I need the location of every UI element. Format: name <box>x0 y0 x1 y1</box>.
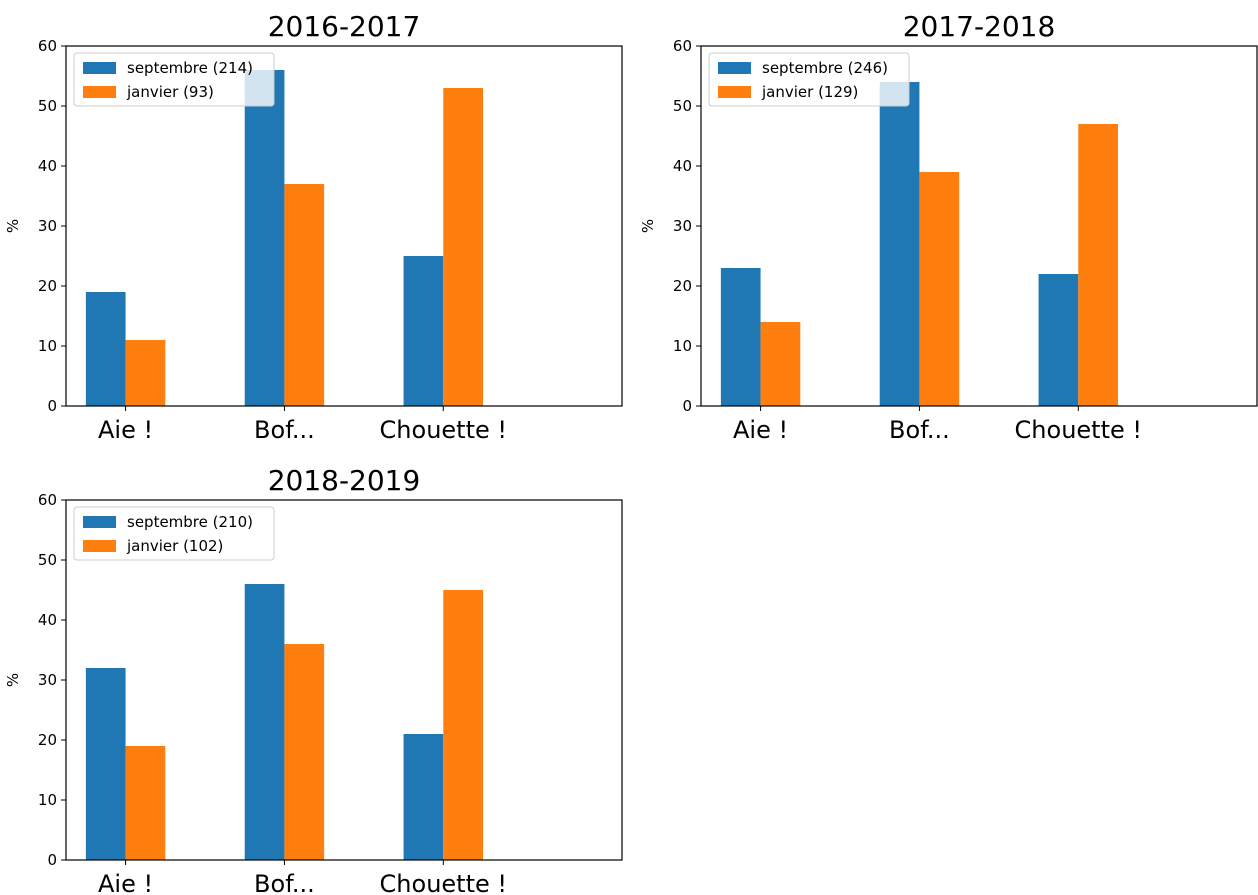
bar <box>85 668 126 860</box>
y-tick-label: 50 <box>38 97 57 115</box>
chart-title: 2018-2019 <box>268 464 421 497</box>
bar <box>125 746 166 860</box>
legend-box <box>708 52 910 107</box>
y-tick-label: 40 <box>38 157 57 175</box>
y-axis-label: % <box>639 219 657 233</box>
bar <box>244 584 285 860</box>
x-tick-label: Bof... <box>254 416 315 444</box>
y-axis-label: % <box>4 219 22 233</box>
x-tick-label: Chouette ! <box>380 870 507 895</box>
bar <box>443 88 483 406</box>
chart-title: 2016-2017 <box>268 10 421 43</box>
bar <box>284 184 325 406</box>
legend-swatch <box>718 62 751 74</box>
bar <box>85 292 126 406</box>
y-tick-label: 30 <box>38 217 57 235</box>
legend-swatch <box>83 516 116 528</box>
legend-swatch <box>83 86 116 98</box>
y-tick-label: 30 <box>38 671 57 689</box>
y-tick-label: 0 <box>47 397 57 415</box>
bar <box>919 172 960 406</box>
legend-swatch <box>718 86 751 98</box>
legend: septembre (210) janvier (102) <box>73 506 275 561</box>
chart-panel: 0 10 20 30 40 50 60 Aie ! Bof... Chouette ! 2016-2… <box>4 10 623 444</box>
y-tick-label: 10 <box>38 791 57 809</box>
legend-label: janvier (129) <box>761 83 858 101</box>
y-tick-label: 20 <box>673 277 692 295</box>
y-tick-label: 0 <box>682 397 692 415</box>
chart-title: 2017-2018 <box>903 10 1056 43</box>
bar <box>879 82 920 406</box>
legend-swatch <box>83 62 116 74</box>
legend: septembre (246) janvier (129) <box>708 52 910 107</box>
y-tick-label: 40 <box>673 157 692 175</box>
legend-swatch <box>83 540 116 552</box>
y-tick-label: 20 <box>38 277 57 295</box>
x-tick-label: Aie ! <box>733 416 788 444</box>
y-tick-label: 60 <box>38 37 57 55</box>
y-tick-label: 10 <box>673 337 692 355</box>
y-tick-label: 30 <box>673 217 692 235</box>
x-tick-label: Bof... <box>889 416 950 444</box>
x-tick-label: Chouette ! <box>1015 416 1142 444</box>
y-tick-label: 50 <box>38 551 57 569</box>
y-tick-label: 40 <box>38 611 57 629</box>
legend-label: septembre (246) <box>762 59 888 77</box>
x-tick-label: Bof... <box>254 870 315 895</box>
bar <box>244 70 285 406</box>
y-axis-label: % <box>4 673 22 687</box>
bar <box>443 590 483 860</box>
bar <box>125 340 166 406</box>
legend: septembre (214) janvier (93) <box>73 52 275 107</box>
y-tick-label: 20 <box>38 731 57 749</box>
legend-box <box>73 506 275 561</box>
bar <box>720 268 761 406</box>
bar <box>760 322 801 406</box>
y-tick-label: 60 <box>673 37 692 55</box>
bar <box>1038 274 1079 406</box>
y-tick-label: 60 <box>38 491 57 509</box>
x-tick-label: Chouette ! <box>380 416 507 444</box>
bar <box>403 734 444 860</box>
y-tick-label: 10 <box>38 337 57 355</box>
x-tick-label: Aie ! <box>98 870 153 895</box>
chart-panel: 0 10 20 30 40 50 60 Aie ! Bof... Chouette ! 2018-2… <box>4 464 623 895</box>
y-tick-label: 50 <box>673 97 692 115</box>
legend-label: janvier (102) <box>126 537 223 555</box>
x-tick-label: Aie ! <box>98 416 153 444</box>
legend-label: janvier (93) <box>126 83 214 101</box>
legend-label: septembre (214) <box>127 59 253 77</box>
chart-panel: 0 10 20 30 40 50 60 Aie ! Bof... Chouette ! 2017-2… <box>639 10 1258 444</box>
legend-label: septembre (210) <box>127 513 253 531</box>
y-tick-label: 0 <box>47 851 57 869</box>
bar <box>284 644 325 860</box>
bar <box>1078 124 1118 406</box>
bar <box>403 256 444 406</box>
legend-box <box>73 52 275 107</box>
